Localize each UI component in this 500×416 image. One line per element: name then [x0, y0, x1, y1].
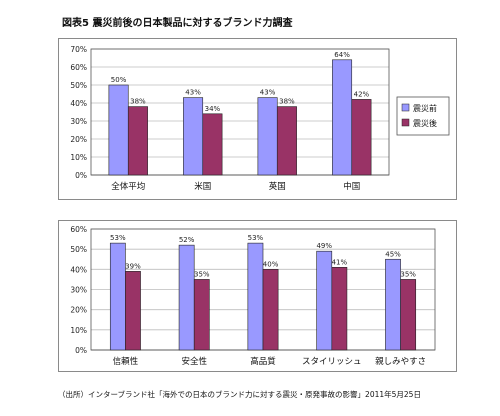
data-label: 34%	[205, 105, 221, 113]
legend-label: 震災前	[413, 103, 437, 113]
data-label: 43%	[260, 89, 276, 97]
x-tick-label: スタイリッシュ	[302, 357, 362, 367]
y-tick-label: 50%	[70, 81, 87, 90]
bar-before	[332, 59, 353, 176]
bar-after	[400, 279, 417, 351]
bar-after	[262, 269, 279, 351]
legend-swatch	[401, 103, 410, 112]
chart-country: 0% 10% 20% 30% 40% 50% 60% 70% 50% 38% 全体平均 43% 34% 米…	[58, 38, 457, 200]
y-tick-label: 0%	[75, 346, 87, 355]
data-label: 49%	[316, 242, 332, 250]
data-label: 38%	[130, 98, 146, 106]
figure-title: 図表5 震災前後の日本製品に対するブランド力調査	[62, 18, 293, 29]
y-tick-label: 50%	[70, 245, 87, 254]
bar-before	[108, 84, 129, 176]
data-label: 53%	[248, 234, 264, 242]
data-label: 53%	[110, 234, 126, 242]
y-tick-label: 60%	[70, 63, 87, 72]
x-tick-label: 中国	[343, 181, 360, 192]
y-tick-label: 30%	[70, 117, 87, 126]
y-tick-label: 60%	[70, 225, 87, 234]
bar-after	[127, 106, 148, 176]
legend-box	[396, 96, 450, 136]
data-label: 40%	[263, 260, 279, 268]
y-tick-label: 10%	[70, 326, 87, 335]
data-label: 50%	[111, 76, 127, 84]
chart-country-svg: 0% 10% 20% 30% 40% 50% 60% 70% 50% 38% 全体平均 43% 34% 米…	[70, 45, 450, 192]
data-label: 52%	[179, 236, 195, 244]
chart-attributes-svg: 0% 10% 20% 30% 40% 50% 60% 53% 39% 信頼性 52% 35% 安全性 53…	[70, 225, 436, 367]
bar-before	[183, 97, 204, 176]
data-label: 42%	[354, 90, 370, 98]
legend-label: 震災後	[413, 118, 437, 128]
data-label: 64%	[334, 51, 350, 59]
bar-before	[385, 258, 401, 351]
bar-after	[193, 279, 210, 351]
bar-before	[247, 242, 264, 351]
bar-before	[109, 242, 126, 351]
data-label: 39%	[125, 262, 141, 270]
bar-before	[257, 97, 278, 176]
y-tick-label: 10%	[70, 153, 87, 162]
y-tick-label: 20%	[70, 306, 87, 315]
bar-before	[178, 244, 195, 351]
x-tick-label: 親しみやすさ	[375, 356, 426, 367]
x-tick-label: 全体平均	[111, 181, 145, 192]
y-tick-label: 40%	[70, 99, 87, 108]
bar-after	[125, 271, 141, 351]
chart-attributes: 0% 10% 20% 30% 40% 50% 60% 53% 39% 信頼性 52% 35% 安全性 53…	[58, 220, 457, 372]
y-tick-label: 40%	[70, 265, 87, 274]
data-label: 38%	[279, 98, 295, 106]
data-label: 41%	[332, 258, 348, 266]
data-label: 43%	[185, 89, 201, 97]
y-tick-label: 30%	[70, 286, 87, 295]
x-tick-label: 信頼性	[113, 356, 139, 367]
y-tick-label: 0%	[75, 171, 87, 180]
data-label: 35%	[400, 270, 416, 278]
x-tick-label: 米国	[194, 181, 211, 192]
x-tick-label: 高品質	[250, 356, 276, 367]
legend-swatch	[401, 118, 410, 127]
x-tick-label: 安全性	[181, 356, 207, 367]
bar-after	[276, 106, 297, 176]
bar-after	[202, 113, 223, 176]
data-label: 35%	[194, 270, 210, 278]
data-label: 45%	[385, 250, 401, 258]
bar-after	[331, 267, 348, 351]
y-tick-label: 70%	[70, 45, 87, 54]
source-note: （出所）インターブランド社「海外での日本のブランド力に対する震災・原発事故の影響…	[58, 390, 421, 399]
y-tick-label: 20%	[70, 135, 87, 144]
bar-after	[351, 99, 372, 176]
plot-frame	[90, 48, 390, 176]
bar-before	[316, 250, 333, 351]
x-tick-label: 英国	[269, 181, 286, 192]
